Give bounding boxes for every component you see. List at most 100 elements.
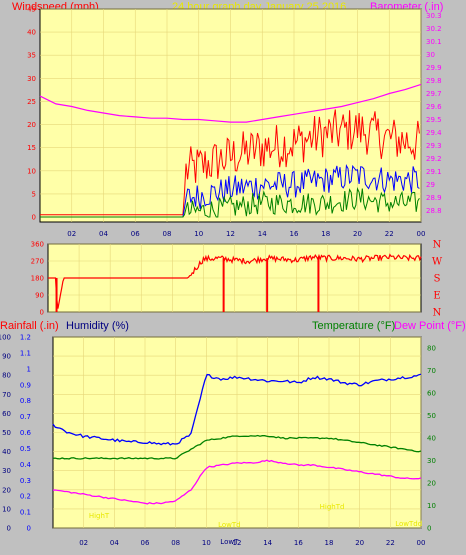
tick-label-rainfall: 0.9 bbox=[20, 381, 31, 389]
tick-label-temperature: 40 bbox=[427, 435, 436, 443]
tick-label-hour: 04 bbox=[110, 539, 119, 547]
tick-label-hour: 22 bbox=[386, 539, 395, 547]
tick-label-windspeed: 25 bbox=[27, 98, 36, 106]
tick-label-temperature: 70 bbox=[427, 367, 436, 375]
tick-label-hour: 12 bbox=[233, 539, 242, 547]
tick-label-barometer: 28.8 bbox=[426, 207, 442, 215]
humidity-axis-title: Humidity (%) bbox=[66, 320, 129, 332]
tick-label-barometer: 29.6 bbox=[426, 103, 442, 111]
tick-label-temperature: 60 bbox=[427, 390, 436, 398]
tick-label-barometer: 29.9 bbox=[426, 64, 442, 72]
tick-label-rainfall: 0.4 bbox=[20, 461, 32, 469]
tick-label-humidity: 70 bbox=[2, 391, 11, 399]
tick-label-humidity: 30 bbox=[2, 467, 11, 475]
tick-label-barometer: 28.9 bbox=[426, 194, 442, 202]
tick-label-temperature: 10 bbox=[427, 502, 436, 510]
tick-label-barometer: 29.7 bbox=[426, 90, 442, 98]
tick-label-windspeed: 10 bbox=[27, 167, 36, 175]
tick-label-rainfall: 0.7 bbox=[20, 413, 31, 421]
tick-label-hour: 08 bbox=[171, 539, 180, 547]
annotation-low: LowT bbox=[220, 538, 239, 546]
tick-label-windspeed: 35 bbox=[27, 52, 36, 60]
tick-label-temperature: 80 bbox=[427, 345, 436, 353]
series-temperature bbox=[52, 434, 422, 460]
tick-label-hour: 06 bbox=[141, 539, 150, 547]
tick-label-humidity: 90 bbox=[2, 353, 11, 361]
series-barometer bbox=[39, 83, 422, 123]
series-wind-direction bbox=[48, 253, 422, 309]
tick-label-direction: 270 bbox=[31, 258, 44, 266]
tick-label-barometer: 29.4 bbox=[426, 129, 442, 137]
tick-label-hour: 00 bbox=[417, 230, 426, 238]
tick-label-hour: 00 bbox=[417, 539, 426, 547]
tick-label-rainfall: 0.3 bbox=[20, 477, 31, 485]
tick-label-humidity: 80 bbox=[2, 372, 11, 380]
annotation-high: HighT bbox=[89, 512, 110, 520]
tick-label-barometer: 29.3 bbox=[426, 142, 442, 150]
tick-label-barometer: 29.2 bbox=[426, 155, 442, 163]
series-wind-min bbox=[40, 186, 420, 218]
annotation-low-td: LowTd bbox=[218, 521, 241, 529]
tick-label-windspeed: 40 bbox=[27, 29, 36, 37]
tick-label-rainfall: 0.1 bbox=[20, 509, 31, 517]
tick-label-temperature: 30 bbox=[427, 457, 436, 465]
tick-label-hour: 08 bbox=[163, 230, 172, 238]
tick-label-temperature: 50 bbox=[427, 412, 436, 420]
tick-label-barometer: 30.1 bbox=[426, 38, 442, 46]
tick-label-hour: 18 bbox=[325, 539, 334, 547]
tick-label-humidity: 20 bbox=[2, 486, 11, 494]
tick-label-barometer: 29.8 bbox=[426, 77, 442, 85]
tick-label-rainfall: 0.6 bbox=[20, 429, 32, 437]
series-dewpoint bbox=[52, 459, 422, 505]
compass-letter: S bbox=[434, 274, 441, 285]
tick-label-rainfall: 1 bbox=[27, 365, 31, 373]
tick-label-windspeed: 0 bbox=[32, 214, 36, 222]
tick-label-direction: 180 bbox=[31, 275, 44, 283]
tick-label-hour: 02 bbox=[79, 539, 88, 547]
compass-letter: N bbox=[433, 308, 442, 319]
tick-label-humidity: 50 bbox=[2, 429, 11, 437]
tick-label-direction: 360 bbox=[31, 241, 44, 249]
tick-label-humidity: 100 bbox=[0, 334, 11, 342]
tick-label-hour: 04 bbox=[99, 230, 108, 238]
tick-label-rainfall: 0.5 bbox=[20, 445, 31, 453]
tick-label-humidity: 10 bbox=[2, 505, 11, 513]
tick-label-humidity: 0 bbox=[7, 525, 11, 533]
tick-label-barometer: 29.5 bbox=[426, 116, 442, 124]
tick-label-windspeed: 30 bbox=[27, 75, 36, 83]
compass-letter: E bbox=[433, 291, 440, 302]
tick-label-hour: 14 bbox=[258, 230, 267, 238]
annotation-low-tdd: LowTdd bbox=[395, 520, 422, 528]
tick-label-humidity: 40 bbox=[2, 448, 11, 456]
tick-label-hour: 12 bbox=[226, 230, 235, 238]
tick-label-hour: 20 bbox=[355, 539, 364, 547]
tick-label-direction: 90 bbox=[35, 292, 44, 300]
tick-label-direction: 0 bbox=[40, 309, 44, 317]
tick-label-barometer: 29 bbox=[426, 181, 435, 189]
tick-label-rainfall: 0 bbox=[27, 525, 31, 533]
tick-label-hour: 14 bbox=[263, 539, 272, 547]
tick-label-barometer: 29.1 bbox=[426, 168, 442, 176]
tick-label-hour: 02 bbox=[67, 230, 76, 238]
tick-label-hour: 18 bbox=[321, 230, 330, 238]
rainfall-axis-title: Rainfall (.in) bbox=[0, 320, 59, 332]
tick-label-hour: 10 bbox=[202, 539, 211, 547]
compass-letter: W bbox=[432, 257, 443, 268]
tick-label-windspeed: 15 bbox=[27, 144, 36, 152]
tick-label-rainfall: 0.8 bbox=[20, 397, 31, 405]
temperature-axis-title: Temperature (°F) bbox=[312, 320, 396, 332]
tick-label-barometer: 30.2 bbox=[426, 25, 442, 33]
tick-label-hour: 16 bbox=[290, 230, 299, 238]
compass-letter: N bbox=[433, 240, 442, 251]
tick-label-windspeed: 20 bbox=[27, 121, 36, 129]
tick-label-hour: 22 bbox=[385, 230, 394, 238]
tick-label-windspeed: 45 bbox=[27, 6, 36, 14]
tick-label-humidity: 60 bbox=[2, 410, 11, 418]
tick-label-rainfall: 1.1 bbox=[20, 349, 31, 357]
dewpoint-axis-title: Dew Point (°F) bbox=[394, 320, 466, 332]
tick-label-hour: 16 bbox=[294, 539, 303, 547]
tick-label-barometer: 30 bbox=[426, 51, 435, 59]
tick-label-barometer: 30.3 bbox=[426, 12, 442, 20]
tick-label-temperature: 20 bbox=[427, 480, 436, 488]
